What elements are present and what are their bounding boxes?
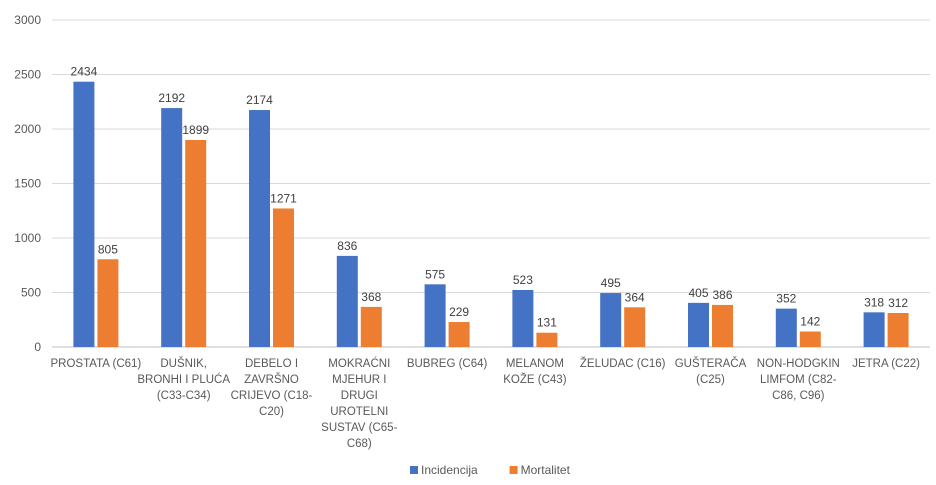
- bar-incidencija: [424, 284, 446, 347]
- category-label-line: PROSTATA (C61): [51, 358, 142, 370]
- category-label-line: BRONHI I PLUĆA: [137, 373, 230, 386]
- category-label-line: MELANOM: [506, 358, 564, 370]
- data-label: 368: [361, 290, 381, 304]
- bar-mortalitet: [185, 140, 207, 347]
- legend-label-mortalitet: Mortalitet: [521, 463, 571, 477]
- bar-incidencija: [161, 108, 183, 348]
- legend: Incidencija Mortalitet: [410, 463, 571, 477]
- category-label-line: BUBREG (C64): [407, 358, 488, 370]
- y-tick-label: 1500: [14, 177, 41, 191]
- bar-mortalitet: [360, 306, 382, 347]
- category-label-line: GUŠTERAČA: [675, 357, 747, 370]
- y-tick-label: 1000: [14, 231, 41, 245]
- y-axis-ticks: 0 500 1000 1500 2000 2500 3000: [14, 13, 41, 354]
- category-label: DEBELO I ZAVRŠNO CRIJEVO (C18- C20): [231, 358, 313, 418]
- category-label-line: CRIJEVO (C18-: [231, 390, 313, 402]
- category-label-line: DEBELO I: [245, 358, 298, 370]
- category-label-line: SUSTAV (C65-: [321, 422, 397, 434]
- category-label: DUŠNIK, BRONHI I PLUĆA (C33-C34): [137, 357, 230, 402]
- bar-mortalitet: [799, 331, 821, 347]
- category-label: MOKRAĆNI MJEHUR I DRUGI UROTELNI SUSTAV (C65…: [321, 357, 397, 450]
- category-label-line: ŽELUDAC (C16): [580, 357, 666, 370]
- data-labels: 2434 2192 2174 836 575 523 495 405 352 318 805 1899…: [71, 65, 909, 330]
- category-label-line: LIMFOM (C82-: [760, 374, 837, 386]
- gridlines: [52, 19, 930, 348]
- legend-swatch-incidencija: [410, 466, 418, 474]
- data-label: 2174: [246, 93, 273, 107]
- data-label: 352: [776, 292, 796, 306]
- data-label: 1271: [270, 191, 297, 205]
- category-label-line: C86, C96): [772, 390, 825, 402]
- category-label: PROSTATA (C61): [51, 358, 142, 370]
- data-label: 805: [98, 242, 118, 256]
- category-label-line: UROTELNI: [330, 406, 388, 418]
- category-label: BUBREG (C64): [407, 358, 488, 370]
- data-label: 142: [800, 315, 820, 329]
- bar-incidencija: [73, 81, 95, 347]
- data-label: 1899: [182, 123, 209, 137]
- category-label: ŽELUDAC (C16): [580, 357, 666, 370]
- category-label: MELANOM KOŽE (C43): [503, 358, 566, 386]
- category-label: NON-HODGKIN LIMFOM (C82- C86, C96): [757, 358, 840, 402]
- category-label: JETRA (C22): [852, 358, 920, 370]
- y-tick-label: 3000: [14, 13, 41, 27]
- bars: [73, 81, 909, 348]
- bar-mortalitet: [712, 304, 733, 347]
- data-label: 575: [425, 267, 445, 281]
- data-label: 131: [537, 316, 557, 330]
- legend-label-incidencija: Incidencija: [421, 463, 478, 477]
- bar-mortalitet: [536, 332, 558, 347]
- category-label-line: MJEHUR I: [332, 374, 386, 386]
- bar-mortalitet: [448, 322, 470, 347]
- category-label-line: C20): [259, 406, 284, 418]
- data-label: 2434: [71, 65, 98, 79]
- data-label: 364: [625, 290, 645, 304]
- bar-incidencija: [775, 308, 797, 347]
- category-label-line: KOŽE (C43): [503, 373, 566, 386]
- bar-incidencija: [249, 110, 270, 347]
- bar-incidencija: [688, 302, 709, 347]
- data-label: 523: [513, 273, 533, 287]
- category-label-line: ZAVRŠNO: [244, 373, 299, 386]
- category-label-line: (C33-C34): [157, 390, 211, 402]
- category-label-line: MOKRAĆNI: [328, 357, 390, 370]
- data-label: 318: [864, 295, 884, 309]
- y-tick-label: 2500: [14, 68, 41, 82]
- category-label: GUŠTERAČA (C25): [675, 357, 747, 386]
- category-label-line: JETRA (C22): [852, 358, 920, 370]
- bar-incidencija: [863, 312, 885, 347]
- x-axis-categories: PROSTATA (C61) DUŠNIK, BRONHI I PLUĆA (C33-…: [51, 357, 921, 450]
- legend-swatch-mortalitet: [509, 466, 518, 474]
- category-label-line: NON-HODGKIN: [757, 358, 840, 370]
- bar-incidencija: [512, 289, 534, 347]
- data-label: 405: [688, 286, 708, 300]
- category-label-line: DRUGI: [341, 390, 378, 402]
- data-label: 836: [337, 239, 357, 253]
- bar-incidencija: [336, 255, 358, 347]
- y-tick-label: 2000: [14, 122, 41, 136]
- y-tick-label: 500: [21, 286, 41, 300]
- data-label: 312: [888, 296, 908, 310]
- data-label: 495: [601, 276, 621, 290]
- category-label-line: (C25): [696, 374, 725, 386]
- bar-mortalitet: [97, 259, 119, 347]
- y-tick-label: 0: [34, 340, 41, 354]
- data-label: 386: [712, 288, 732, 302]
- bar-incidencija: [600, 293, 622, 347]
- bar-mortalitet: [273, 208, 294, 347]
- data-label: 229: [449, 305, 469, 319]
- category-label-line: C68): [347, 438, 372, 450]
- bar-mortalitet: [624, 307, 646, 347]
- data-label: 2192: [158, 91, 185, 105]
- category-label-line: DUŠNIK,: [160, 357, 207, 370]
- bar-mortalitet: [887, 312, 909, 347]
